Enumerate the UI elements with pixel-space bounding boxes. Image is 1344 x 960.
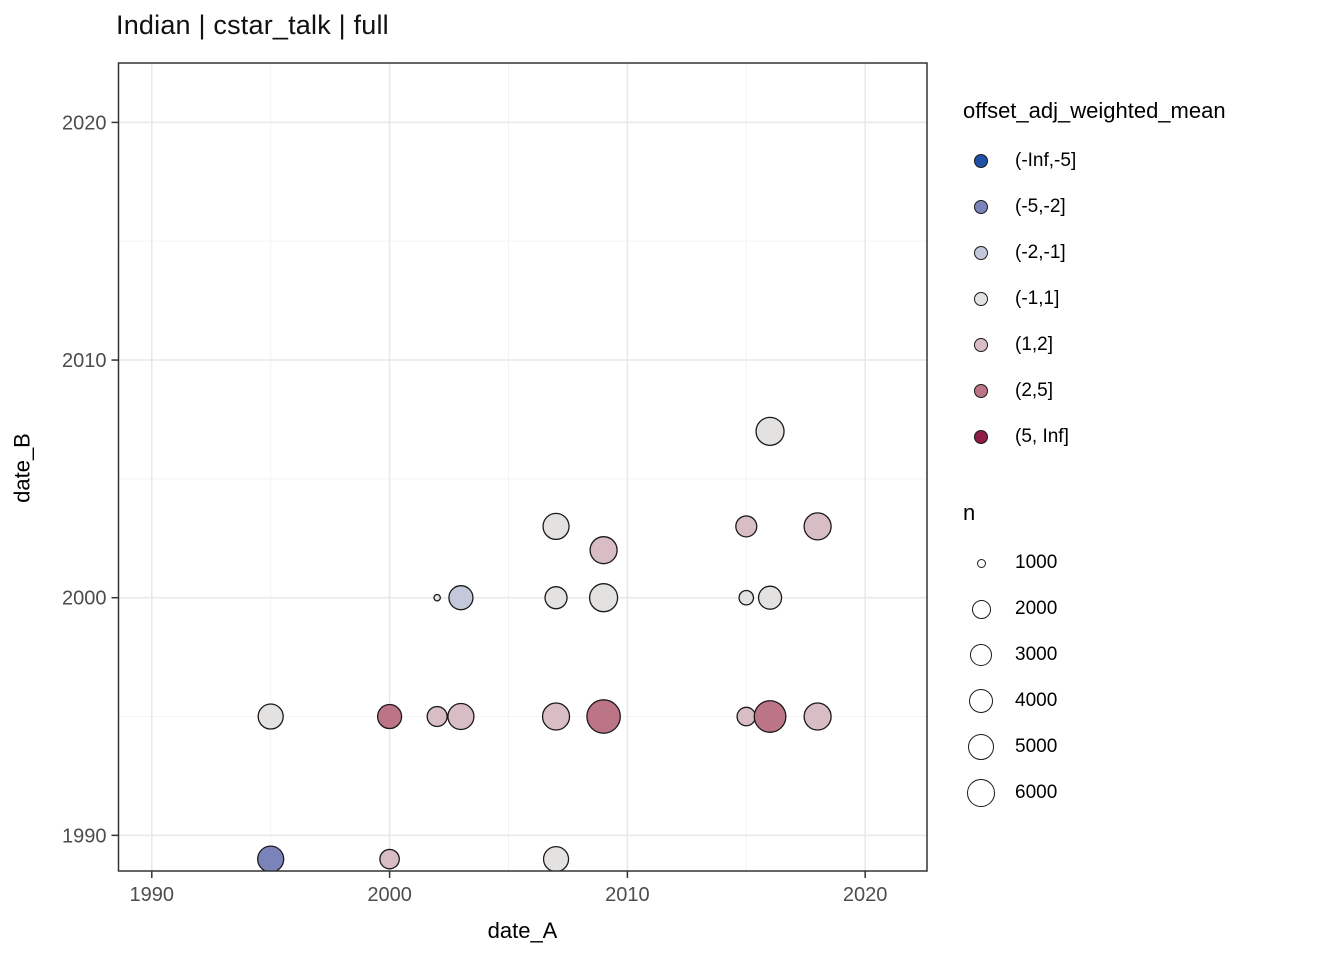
size-key-circle xyxy=(976,558,986,568)
data-point xyxy=(426,705,448,728)
x-axis-title: date_A xyxy=(487,918,558,943)
size-item-label: 5000 xyxy=(1015,736,1058,757)
size-legend-title: n xyxy=(963,500,976,525)
legend-key-cell xyxy=(963,246,999,260)
size-legend-item: 3000 xyxy=(963,632,1338,678)
size-legend: 1000 2000 3000 4000 5000 6000 xyxy=(963,540,1338,816)
color-legend: (-Inf,-5] (-5,-2] (-2,-1] (-1,1] (1,2] (2,5] (… xyxy=(963,138,1338,460)
legend-key-cell xyxy=(963,689,999,713)
legend-key-circle xyxy=(974,384,988,398)
data-point xyxy=(257,845,285,871)
data-point xyxy=(753,700,787,733)
data-point xyxy=(379,848,400,870)
size-legend-item: 5000 xyxy=(963,724,1338,770)
data-point xyxy=(757,585,783,610)
legend-key-circle xyxy=(974,200,988,214)
data-point xyxy=(589,536,618,565)
page-title: Indian | cstar_talk | full xyxy=(116,10,389,40)
data-point xyxy=(541,702,571,731)
size-legend-item: 6000 xyxy=(963,770,1338,816)
size-item-label: 1000 xyxy=(1015,552,1058,573)
x-axis-tick-label: 2020 xyxy=(843,884,888,906)
legend-key-circle xyxy=(974,154,988,168)
data-point xyxy=(257,703,284,730)
points-layer xyxy=(257,416,832,871)
y-axis-tick-label: 2000 xyxy=(62,588,107,610)
data-point xyxy=(448,585,474,611)
data-point xyxy=(803,702,832,731)
legend-key-cell xyxy=(963,734,999,760)
x-axis-tick-label: 2000 xyxy=(367,884,412,906)
data-point xyxy=(755,416,785,447)
data-point xyxy=(738,589,755,606)
size-item-label: 6000 xyxy=(1015,782,1058,803)
data-point xyxy=(447,702,475,731)
size-key-circle xyxy=(969,689,993,713)
panel-background xyxy=(118,63,927,871)
panel-border xyxy=(117,62,928,872)
y-axis-tick-label: 2010 xyxy=(62,350,107,372)
color-legend-title: offset_adj_weighted_mean xyxy=(963,98,1226,123)
data-point xyxy=(544,586,568,610)
color-legend-item: (-Inf,-5] xyxy=(963,138,1338,184)
data-point xyxy=(735,515,758,538)
size-item-label: 3000 xyxy=(1015,644,1058,665)
legend-key-circle xyxy=(974,246,988,260)
legend-item-label: (1,2] xyxy=(1015,334,1054,355)
x-axis-tick-label: 1990 xyxy=(130,884,175,906)
legend-key-circle xyxy=(974,430,988,444)
legend-key-cell xyxy=(963,200,999,214)
color-legend-item: (-5,-2] xyxy=(963,184,1338,230)
data-point xyxy=(376,703,403,730)
legend-key-cell xyxy=(963,644,999,666)
size-key-circle xyxy=(968,734,994,760)
legend-key-cell xyxy=(963,779,999,807)
legend-item-label: (-Inf,-5] xyxy=(1015,150,1077,171)
x-axis-tick-label: 2010 xyxy=(605,884,650,906)
legend-item-label: (5, Inf] xyxy=(1015,426,1069,447)
legend-key-cell xyxy=(963,599,999,619)
legend-key-cell xyxy=(963,292,999,306)
data-point xyxy=(586,699,621,734)
y-axis-tick-label: 2020 xyxy=(62,112,107,134)
data-point xyxy=(542,512,570,541)
color-legend-item: (5, Inf] xyxy=(963,414,1338,460)
size-legend-item: 4000 xyxy=(963,678,1338,724)
color-legend-item: (-1,1] xyxy=(963,276,1338,322)
legend-item-label: (-5,-2] xyxy=(1015,196,1066,217)
legend-key-cell xyxy=(963,430,999,444)
y-axis-title: date_B xyxy=(9,433,35,503)
legend-key-circle xyxy=(974,292,988,306)
size-key-circle xyxy=(971,599,991,619)
legend-key-cell xyxy=(963,338,999,352)
color-legend-item: (2,5] xyxy=(963,368,1338,414)
color-legend-item: (1,2] xyxy=(963,322,1338,368)
legend-item-label: (2,5] xyxy=(1015,380,1054,401)
legend-item-label: (-1,1] xyxy=(1015,288,1060,309)
color-legend-item: (-2,-1] xyxy=(963,230,1338,276)
legend-key-cell xyxy=(963,154,999,168)
legend-key-cell xyxy=(963,558,999,568)
size-legend-item: 2000 xyxy=(963,586,1338,632)
data-point xyxy=(736,706,757,727)
legend-item-label: (-2,-1] xyxy=(1015,242,1066,263)
size-key-circle xyxy=(970,644,992,666)
data-point xyxy=(433,593,441,602)
y-axis-tick-label: 1990 xyxy=(62,825,107,847)
size-item-label: 4000 xyxy=(1015,690,1058,711)
legend-panel: offset_adj_weighted_mean (-Inf,-5] (-5,-2… xyxy=(963,98,1338,816)
size-legend-item: 1000 xyxy=(963,540,1338,586)
legend-key-circle xyxy=(974,338,988,352)
legend-key-cell xyxy=(963,384,999,398)
data-point xyxy=(588,583,619,613)
data-point xyxy=(803,512,832,541)
size-key-circle xyxy=(967,779,995,807)
data-point xyxy=(542,845,570,871)
size-item-label: 2000 xyxy=(1015,598,1058,619)
